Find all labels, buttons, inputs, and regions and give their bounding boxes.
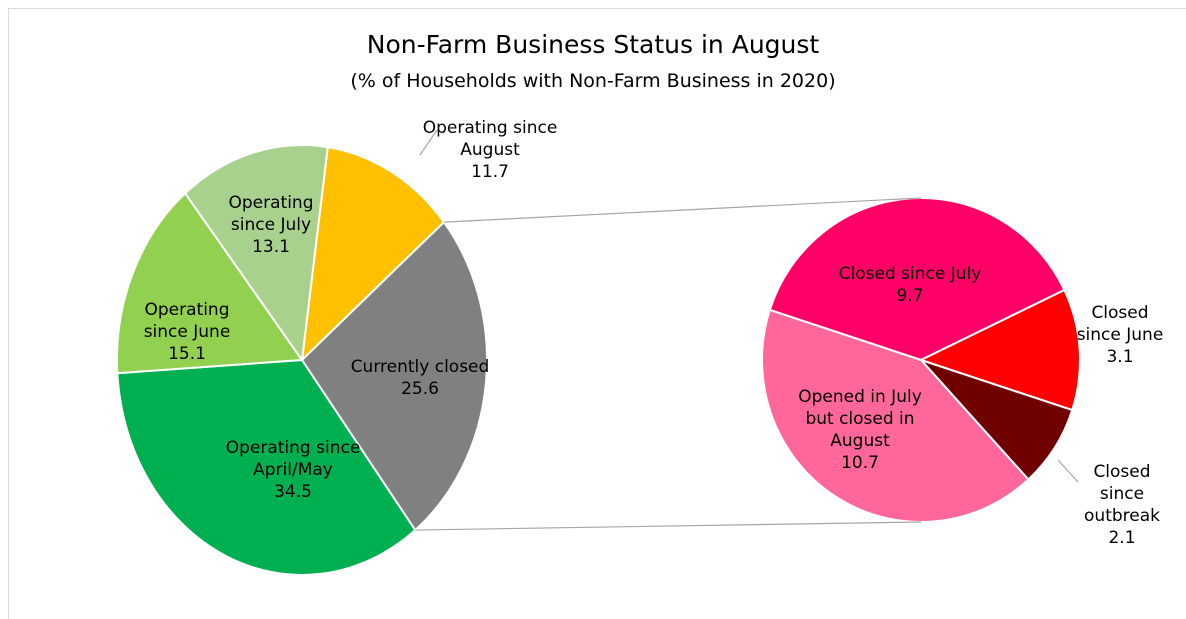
slice-category: Operating since April/May [225,438,361,480]
pie-slice [300,145,446,363]
slice-value: 10.7 [841,453,879,473]
slice-value: 3.1 [1106,347,1134,367]
pie-slice [183,144,329,363]
pie-slice [116,191,304,375]
pie-slice [918,288,1082,412]
slice-value: 11.7 [471,162,509,182]
slice-category: Operating since August [422,118,558,160]
leader-line [419,129,438,156]
slice-category: Currently closed [350,357,490,377]
chart-subtitle: (% of Households with Non-Farm Business … [350,70,836,92]
slice-category: Closed since July [838,264,982,284]
slice-value: 13.1 [252,237,290,257]
slice-label: Operating since June 15.1 [132,299,242,365]
slice-label: Closed since July 9.7 [825,263,995,307]
slice-label: Closed since June 3.1 [1075,302,1165,368]
slice-value: 2.1 [1108,528,1136,548]
chart-title: Non-Farm Business Status in August [366,30,820,59]
leader-line [1057,459,1079,483]
slice-label: Currently closed 25.6 [340,356,500,400]
pie-slice [761,308,1030,523]
slice-category: Closed since outbreak [1084,462,1160,526]
slice-label: Operating since July 13.1 [216,192,326,258]
slice-value: 9.7 [896,286,924,306]
slice-label: Operating since August 11.7 [415,117,565,183]
pie-slice [116,358,417,576]
slice-category: Closed since June [1076,303,1164,345]
slice-value: 15.1 [168,344,206,364]
slice-value: 25.6 [401,379,439,399]
connector-line [443,197,922,223]
chart-border [8,8,1186,619]
slice-category: Operating since June [143,300,231,342]
slice-category: Operating since July [228,193,314,235]
slice-category: Opened in July but closed in August [798,387,922,451]
slice-label: Operating since April/May 34.5 [203,437,383,503]
connector-line [415,521,922,531]
slice-label: Opened in July but closed in August 10.7 [795,386,925,474]
slice-value: 34.5 [274,482,312,502]
slice-label: Closed since outbreak 2.1 [1077,461,1167,549]
pie-slice [300,220,488,532]
